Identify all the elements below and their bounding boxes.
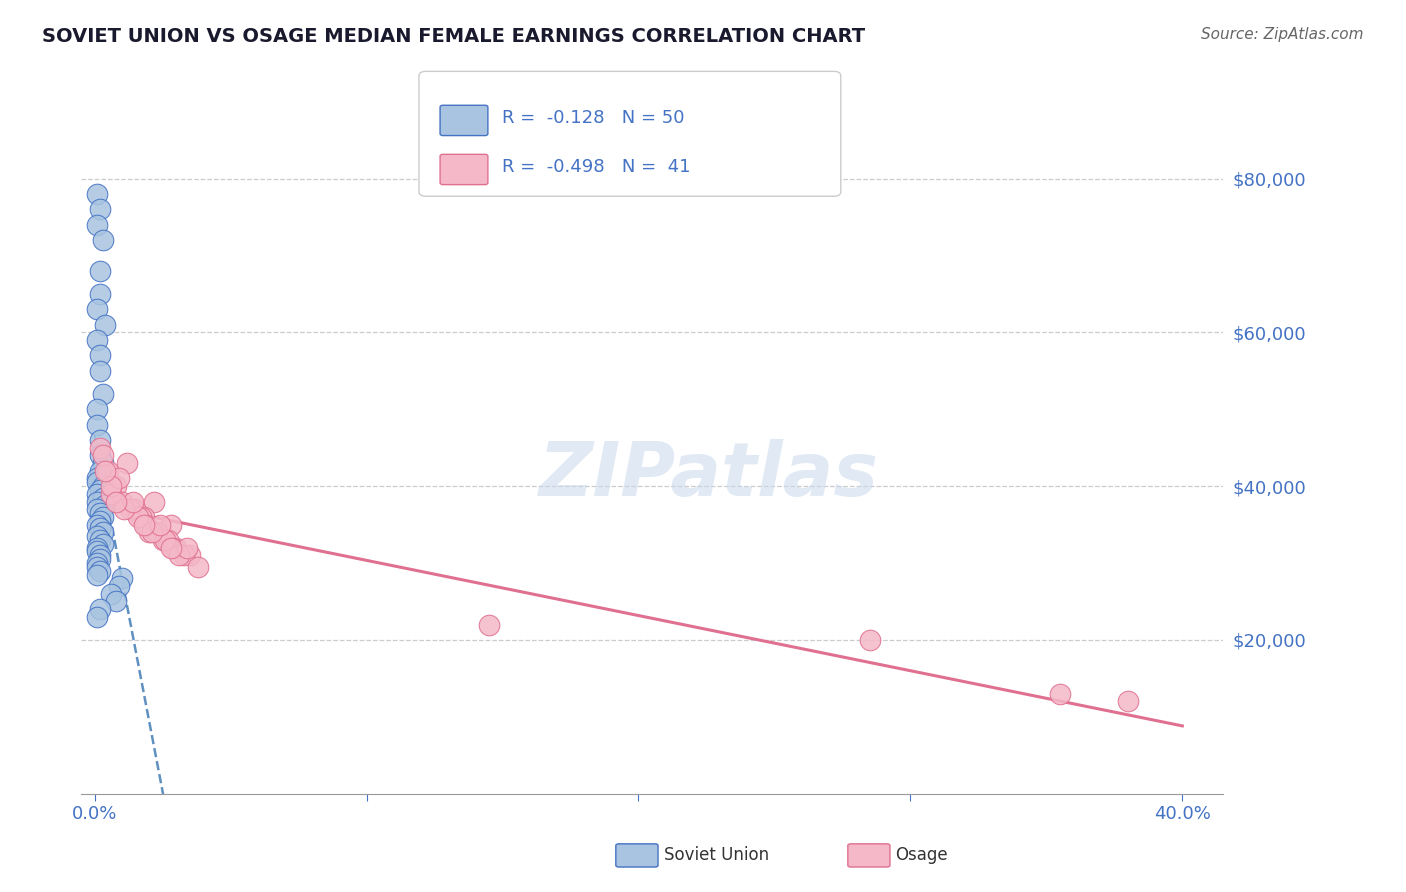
Point	[89, 549, 111, 563]
Point	[167, 549, 190, 563]
Point	[135, 517, 157, 532]
Point	[118, 502, 141, 516]
Point	[94, 318, 117, 332]
Point	[127, 509, 149, 524]
Point	[105, 594, 128, 608]
Point	[89, 514, 111, 528]
Point	[108, 471, 131, 485]
Point	[89, 287, 111, 301]
Point	[100, 587, 122, 601]
Point	[146, 525, 169, 540]
Text: R =  -0.128   N = 50: R = -0.128 N = 50	[502, 109, 685, 127]
Point	[155, 533, 177, 547]
Point	[86, 487, 108, 501]
Point	[156, 533, 179, 547]
Point	[478, 617, 501, 632]
Point	[91, 509, 114, 524]
Point	[141, 525, 163, 540]
Point	[86, 517, 108, 532]
Point	[89, 564, 111, 578]
Point	[111, 571, 134, 585]
Point	[86, 560, 108, 574]
Point	[100, 487, 122, 501]
Text: Soviet Union: Soviet Union	[664, 847, 769, 864]
Point	[91, 537, 114, 551]
Point	[86, 494, 108, 508]
Point	[94, 464, 117, 478]
Point	[149, 517, 172, 532]
Point	[89, 264, 111, 278]
Point	[176, 541, 198, 555]
Point	[86, 417, 108, 432]
Text: SOVIET UNION VS OSAGE MEDIAN FEMALE EARNINGS CORRELATION CHART: SOVIET UNION VS OSAGE MEDIAN FEMALE EARN…	[42, 27, 865, 45]
Point	[86, 302, 108, 317]
Point	[179, 549, 201, 563]
Point	[1049, 687, 1071, 701]
Point	[173, 549, 195, 563]
Point	[86, 333, 108, 347]
Point	[1116, 694, 1139, 708]
Point	[859, 632, 882, 647]
Point	[86, 471, 108, 485]
Point	[89, 441, 111, 455]
Text: Source: ZipAtlas.com: Source: ZipAtlas.com	[1201, 27, 1364, 42]
Point	[91, 233, 114, 247]
Point	[165, 541, 187, 555]
Point	[86, 610, 108, 624]
Point	[105, 494, 128, 508]
Point	[86, 475, 108, 490]
Point	[91, 525, 114, 540]
Point	[89, 364, 111, 378]
Point	[89, 433, 111, 447]
Point	[124, 502, 146, 516]
Point	[89, 202, 111, 217]
Point	[86, 218, 108, 232]
Point	[89, 521, 111, 535]
Point	[86, 556, 108, 570]
Point	[89, 533, 111, 547]
Point	[121, 494, 143, 508]
Point	[129, 509, 152, 524]
Point	[105, 479, 128, 493]
Point	[91, 387, 114, 401]
Point	[89, 602, 111, 616]
Point	[94, 499, 117, 513]
Point	[138, 525, 160, 540]
Point	[86, 502, 108, 516]
Point	[86, 544, 108, 558]
Point	[111, 494, 134, 508]
Point	[89, 348, 111, 362]
Point	[152, 533, 174, 547]
Point	[132, 517, 155, 532]
Point	[108, 579, 131, 593]
Point	[91, 479, 114, 493]
Point	[159, 541, 181, 555]
Point	[91, 449, 114, 463]
Point	[91, 491, 114, 505]
Point	[187, 560, 209, 574]
Point	[89, 506, 111, 520]
Point	[89, 483, 111, 497]
Point	[162, 541, 184, 555]
Point	[89, 552, 111, 566]
Point	[100, 479, 122, 493]
Text: ZIPatlas: ZIPatlas	[538, 439, 879, 512]
Text: Osage: Osage	[896, 847, 948, 864]
Point	[89, 464, 111, 478]
Point	[86, 529, 108, 543]
Point	[86, 541, 108, 555]
Text: R =  -0.498   N =  41: R = -0.498 N = 41	[502, 158, 690, 176]
Point	[89, 449, 111, 463]
Point	[115, 456, 138, 470]
Point	[132, 509, 155, 524]
Point	[159, 517, 181, 532]
Point	[91, 456, 114, 470]
Point	[86, 402, 108, 417]
Point	[97, 464, 120, 478]
Point	[86, 567, 108, 582]
Point	[86, 186, 108, 201]
Point	[114, 502, 136, 516]
Point	[143, 494, 166, 508]
